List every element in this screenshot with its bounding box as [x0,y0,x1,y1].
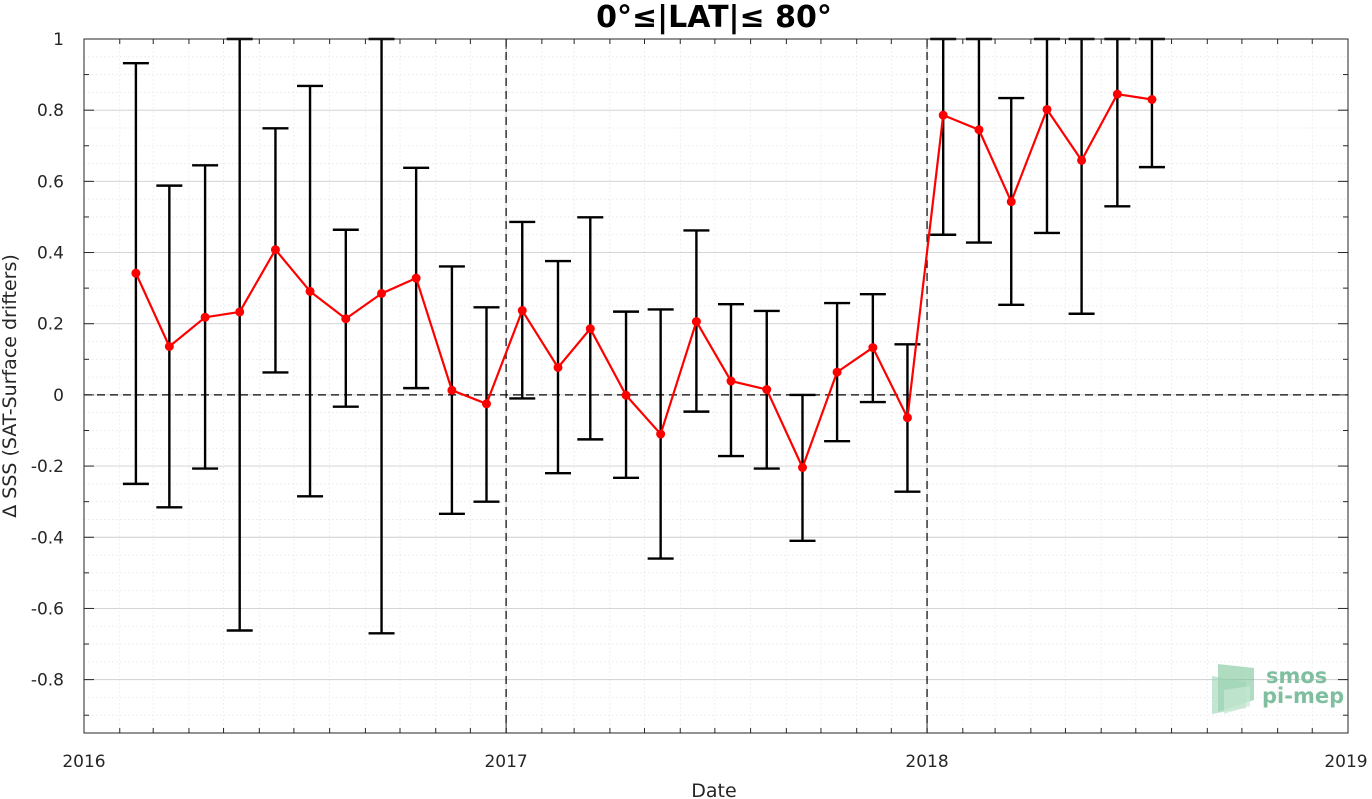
data-point [235,307,245,317]
data-point [1147,95,1157,105]
y-tick-label: -0.6 [31,599,64,619]
y-tick-label: -0.2 [31,457,64,477]
data-point [341,314,351,324]
errorbar [1033,37,1060,235]
data-point [762,385,772,395]
axes-frame [83,38,1349,734]
data-point [938,110,948,120]
y-tick-label: 0.2 [37,315,64,335]
y-tick-label: 0.4 [37,244,64,264]
data-point [1077,155,1087,165]
data-point [131,268,141,278]
errorbar [1068,37,1095,315]
data-point [868,343,878,353]
data-point [691,317,701,327]
data-point [621,390,631,400]
axis-ticks [83,38,1349,733]
y-tick-label: 0 [53,386,64,406]
error-bars [122,37,1165,635]
data-point [726,376,736,386]
data-point [1006,197,1016,207]
major-grid [83,38,1349,733]
data-point [585,324,595,334]
data-point [270,245,280,255]
data-point [411,273,421,283]
errorbar [930,37,957,236]
reference-lines [84,39,1348,733]
data-point [200,312,210,322]
x-tick-label: 2018 [905,752,948,772]
data-point [832,367,842,377]
data-point [656,429,666,439]
data-point [164,341,174,351]
data-point [517,306,527,316]
series-line [134,93,1153,469]
x-tick-label: 2016 [62,752,105,772]
x-tick-label: 2019 [1324,752,1367,772]
data-point [305,286,315,296]
y-tick-label: 0.6 [37,172,64,192]
x-tick-label: 2017 [484,752,527,772]
y-axis-label: Δ SSS (SAT-Surface drifters) [0,254,21,518]
data-point [974,125,984,135]
logo-graphic-icon [1212,664,1254,714]
data-point [1112,89,1122,99]
logo-text-line2: pi-mep [1262,684,1344,708]
data-point [902,413,912,423]
y-tick-label: 0.8 [37,101,64,121]
y-tick-label: -0.8 [31,671,64,691]
y-tick-label: -0.4 [31,528,64,548]
data-point [1042,104,1052,114]
smos-pimep-logo: smos pi-mep [1212,664,1344,714]
data-series [131,89,1157,473]
tick-labels: -0.8 -0.6 -0.4 -0.2 0 0.2 0.4 0.6 0.8 1 2016 2017 20… [31,30,1368,772]
minor-grid [83,38,1349,734]
data-point [481,399,491,409]
chart-title: 0°≤|LAT|≤ 80° [596,0,832,35]
y-tick-label: 1 [53,30,64,50]
data-point [377,288,387,298]
data-point [553,362,563,372]
data-point [797,463,807,473]
errorbar [965,37,992,244]
x-axis-label: Date [691,780,736,799]
logo-text-line1: smos [1266,664,1327,688]
data-point [447,385,457,395]
plot-frame [83,38,1349,734]
